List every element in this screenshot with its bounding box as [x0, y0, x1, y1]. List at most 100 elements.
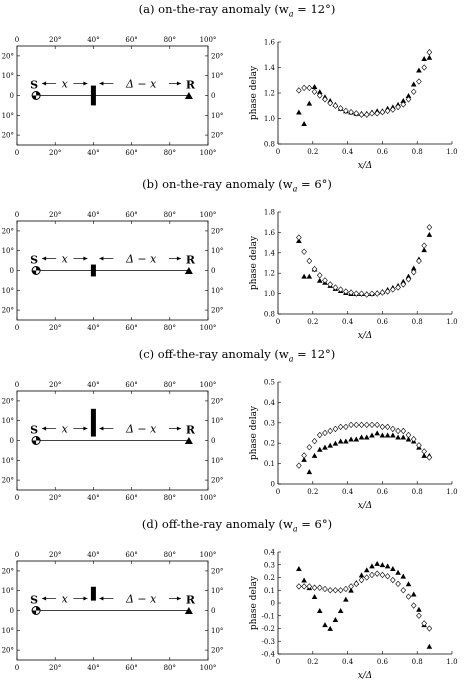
diamond-point	[426, 224, 433, 231]
map-x-tick-top: 100°	[200, 381, 217, 389]
diamond-point	[343, 585, 349, 593]
diamond-point	[405, 431, 412, 439]
triangle-point	[316, 277, 323, 283]
map-x-tick-top: 60°	[125, 381, 137, 389]
diamond-point	[384, 423, 391, 431]
diamond-point	[296, 87, 302, 94]
map-y-tick-right: 10°	[211, 627, 223, 635]
diamond-point	[327, 427, 334, 435]
y-axis-label: phase delay	[249, 405, 259, 460]
diamond-point	[343, 107, 349, 115]
map-x-tick-bottom: 80°	[164, 494, 176, 502]
map-y-tick-left: 10°	[2, 287, 14, 295]
phase-delay-chart-c: 0 0.2 0.4 0.6 0.8 1.0 0 0.1 0.2 0.3 0.4 0.5 x/Δ phase…	[249, 379, 458, 512]
triangle-point	[306, 100, 313, 106]
triangle-point	[301, 456, 307, 462]
diamond-point	[416, 78, 422, 85]
triangle-point	[301, 273, 307, 279]
anomaly-block	[90, 85, 96, 106]
receiver-label: R	[186, 254, 196, 267]
x-tick-label: 0	[276, 318, 280, 326]
y-tick-label: 1.2	[264, 270, 275, 278]
x-tick-label: 0.4	[342, 148, 354, 156]
map-x-tick-top: 80°	[164, 36, 176, 44]
diamond-point	[410, 602, 417, 609]
diamond-point	[416, 442, 422, 449]
diamond-point	[296, 234, 302, 241]
triangle-point	[384, 432, 391, 438]
diamond-point	[416, 257, 422, 265]
y-tick-label: 0.3	[264, 561, 275, 569]
triangle-point	[395, 569, 401, 575]
x-tick-label: 0.8	[412, 148, 423, 156]
triangle-point	[316, 608, 323, 614]
map-y-tick-right: 20°	[211, 477, 223, 485]
map-x-tick-bottom: 80°	[164, 324, 176, 332]
diamond-point	[301, 452, 307, 459]
x-tick-label: 0.2	[307, 148, 318, 156]
receiver-symbol	[184, 267, 193, 274]
anomaly-block	[90, 586, 96, 601]
y-tick-label: 1.0	[264, 115, 275, 123]
x-tick-label: 0.4	[342, 488, 354, 496]
arrow-head	[83, 81, 88, 86]
map-y-tick-left: 10°	[2, 112, 14, 120]
y-tick-label: 0.4	[264, 549, 276, 557]
triangle-point	[311, 594, 318, 600]
diamond-point	[374, 110, 380, 117]
diamond-point	[363, 111, 370, 118]
diamond-point	[348, 108, 354, 116]
arrow-head	[42, 256, 47, 261]
map-x-tick-bottom: 40°	[87, 149, 99, 157]
panel-title-a: (a) on-the-ray anomaly (wa = 12°)	[138, 2, 336, 19]
diamond-point	[379, 289, 386, 296]
diamond-point	[426, 49, 433, 56]
diamond-point	[390, 576, 396, 584]
triangle-point	[337, 438, 344, 444]
arrow-head	[42, 596, 47, 601]
y-tick-label: 0.4	[264, 399, 276, 407]
diamond-point	[327, 100, 334, 107]
diamond-point	[410, 88, 417, 95]
triangle-point	[421, 55, 427, 61]
y-tick-label: 0.2	[264, 574, 275, 582]
map-y-tick-left: 20°	[2, 477, 14, 485]
diamond-point	[306, 257, 313, 265]
y-axis-label: phase delay	[249, 65, 259, 120]
x-tick-label: 0	[276, 148, 280, 156]
map-y-tick-left: 20°	[2, 307, 14, 315]
diamond-point	[343, 423, 349, 431]
triangle-point	[369, 563, 375, 569]
triangle-point	[390, 565, 396, 571]
phase-delay-chart-b: 0 0.2 0.4 0.6 0.8 1.0 0.8 1.0 1.2 1.4 1.6 1.8 x/Δ pha…	[249, 209, 458, 342]
map-x-tick-top: 80°	[164, 211, 176, 219]
diamond-point	[296, 462, 302, 469]
diamond-point	[426, 625, 433, 632]
map-y-tick-left: 0	[10, 92, 14, 100]
map-x-tick-bottom: 40°	[87, 494, 99, 502]
triangle-point	[316, 89, 323, 95]
y-tick-label: 0.8	[264, 141, 275, 149]
x-axis-label: x/Δ	[358, 161, 373, 171]
map-x-tick-top: 20°	[49, 381, 61, 389]
map-y-tick-left: 20°	[2, 567, 14, 575]
triangle-point	[363, 434, 370, 440]
map-y-tick-left: 10°	[2, 587, 14, 595]
y-tick-label: -0.1	[262, 612, 276, 620]
arrow-head	[176, 81, 181, 86]
map-x-tick-top: 20°	[49, 551, 61, 559]
map-x-tick-bottom: 20°	[49, 149, 61, 157]
map-y-tick-right: 0	[211, 267, 215, 275]
map-x-tick-top: 0	[15, 36, 19, 44]
map-x-tick-top: 40°	[87, 551, 99, 559]
map-y-tick-right: 20°	[211, 52, 223, 60]
triangle-point	[332, 616, 339, 622]
map-y-tick-left: 20°	[2, 132, 14, 140]
diamond-point	[363, 421, 370, 428]
source-label: S	[30, 254, 38, 267]
diamond-point	[306, 84, 313, 92]
y-tick-label: 0.3	[264, 419, 275, 427]
map-x-tick-bottom: 20°	[49, 664, 61, 672]
triangle-point	[301, 577, 307, 583]
